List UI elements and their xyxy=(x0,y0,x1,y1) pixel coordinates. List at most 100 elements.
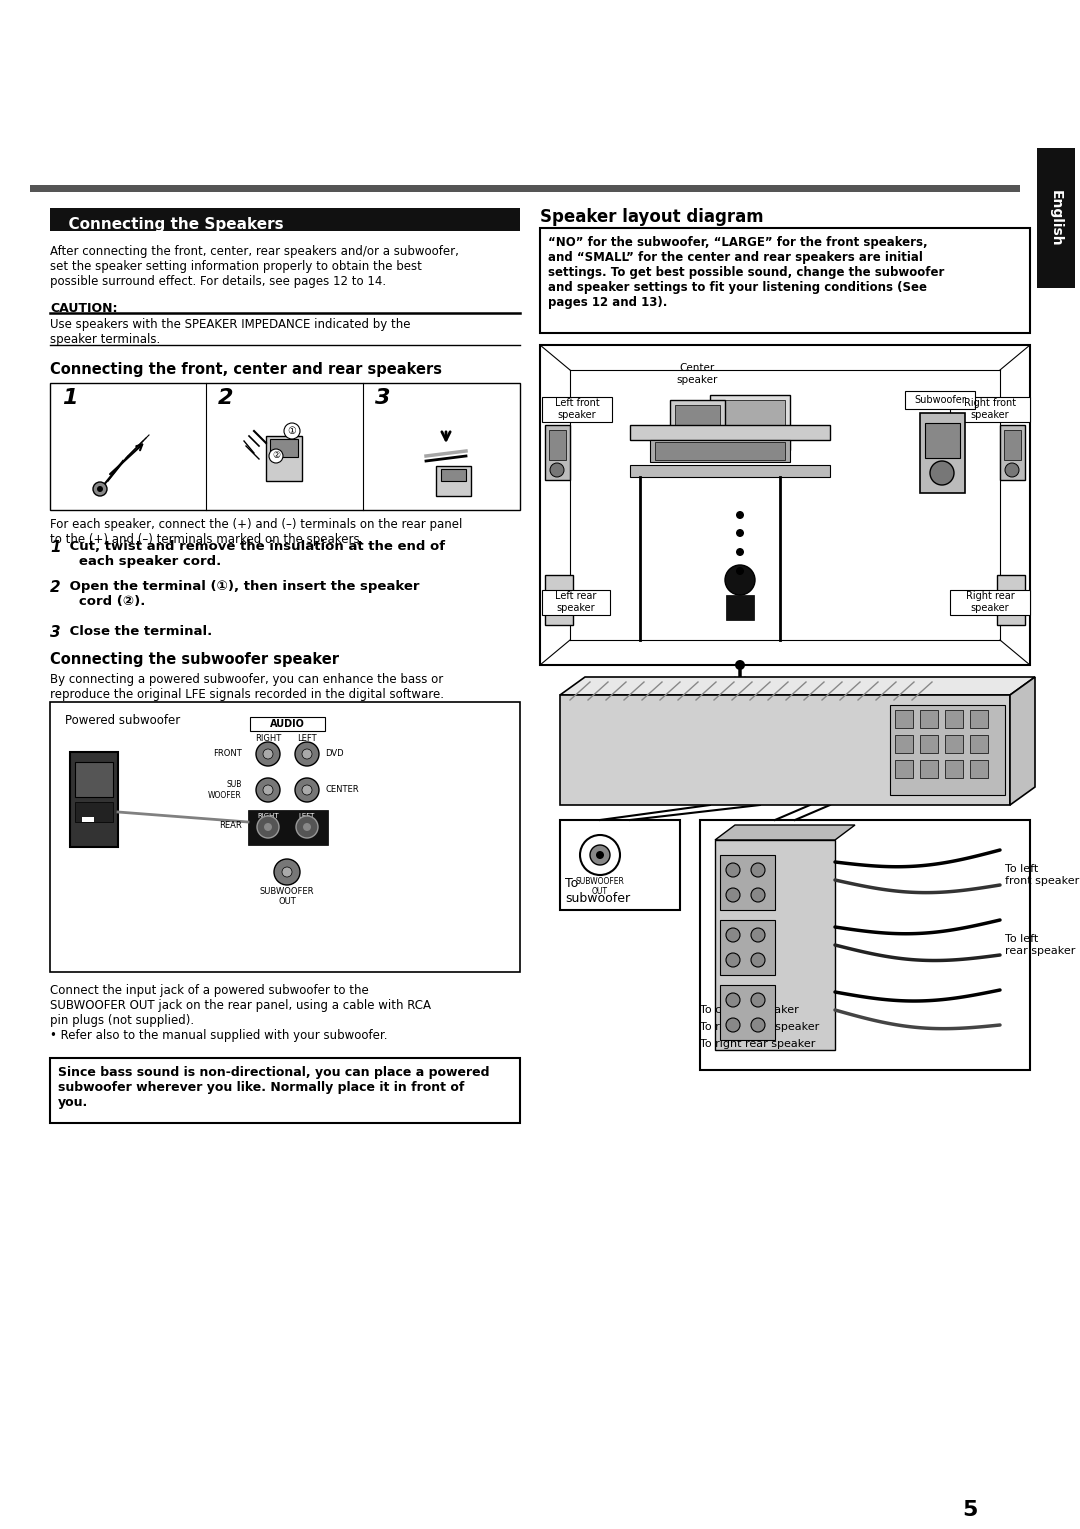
Text: Left rear
speaker: Left rear speaker xyxy=(555,592,596,613)
Text: Connect the input jack of a powered subwoofer to the
SUBWOOFER OUT jack on the r: Connect the input jack of a powered subw… xyxy=(50,985,431,1041)
Circle shape xyxy=(580,835,620,875)
Text: Right front
speaker: Right front speaker xyxy=(964,398,1016,420)
Bar xyxy=(895,709,913,728)
Text: Left front
speaker: Left front speaker xyxy=(555,398,599,420)
Circle shape xyxy=(751,1018,765,1032)
Bar xyxy=(945,760,963,778)
Bar xyxy=(924,424,960,459)
Circle shape xyxy=(726,953,740,966)
Bar xyxy=(920,735,939,752)
Circle shape xyxy=(264,784,273,795)
Circle shape xyxy=(726,1018,740,1032)
Text: RIGHT: RIGHT xyxy=(257,846,279,852)
Circle shape xyxy=(93,482,107,495)
Circle shape xyxy=(590,846,610,865)
Bar xyxy=(720,855,775,910)
Bar xyxy=(650,440,789,462)
Circle shape xyxy=(282,867,292,878)
Bar xyxy=(630,465,831,477)
Text: Connecting the Speakers: Connecting the Speakers xyxy=(58,217,284,232)
Circle shape xyxy=(726,928,740,942)
Circle shape xyxy=(751,992,765,1008)
Text: 5: 5 xyxy=(962,1500,977,1520)
Text: RIGHT: RIGHT xyxy=(255,734,281,743)
Circle shape xyxy=(726,992,740,1008)
Circle shape xyxy=(751,862,765,878)
Text: To right rear speaker: To right rear speaker xyxy=(700,1040,815,1049)
Circle shape xyxy=(735,529,744,537)
Bar xyxy=(549,430,566,460)
Text: For each speaker, connect the (+) and (–) terminals on the rear panel
to the (+): For each speaker, connect the (+) and (–… xyxy=(50,518,462,546)
Polygon shape xyxy=(715,826,855,839)
Bar xyxy=(945,735,963,752)
Circle shape xyxy=(726,888,740,902)
Text: FRONT: FRONT xyxy=(213,749,242,758)
Bar xyxy=(970,709,988,728)
Text: “NO” for the subwoofer, “LARGE” for the front speakers,
and “SMALL” for the cent: “NO” for the subwoofer, “LARGE” for the … xyxy=(548,235,944,309)
Bar xyxy=(50,702,519,972)
Circle shape xyxy=(751,953,765,966)
Circle shape xyxy=(295,742,319,766)
Text: Speaker layout diagram: Speaker layout diagram xyxy=(540,208,764,226)
Bar xyxy=(630,425,831,440)
Bar xyxy=(720,985,775,1040)
Text: 3: 3 xyxy=(50,625,60,641)
Text: 2: 2 xyxy=(218,388,233,408)
Bar xyxy=(920,413,966,492)
Bar xyxy=(542,398,612,422)
Circle shape xyxy=(751,888,765,902)
Bar xyxy=(441,469,465,482)
Bar xyxy=(895,735,913,752)
Bar xyxy=(905,391,975,408)
Text: 2: 2 xyxy=(50,579,60,595)
Bar xyxy=(654,442,785,460)
Text: To left
rear speaker: To left rear speaker xyxy=(1005,934,1076,956)
Text: LEFT: LEFT xyxy=(299,846,315,852)
Bar xyxy=(920,760,939,778)
Text: 3: 3 xyxy=(375,388,391,408)
Text: To left
front speaker: To left front speaker xyxy=(1005,864,1079,885)
Text: Connecting the subwoofer speaker: Connecting the subwoofer speaker xyxy=(50,651,339,667)
Bar xyxy=(50,1058,519,1122)
Circle shape xyxy=(264,823,272,830)
Bar xyxy=(249,717,325,731)
Bar xyxy=(1004,430,1021,460)
Circle shape xyxy=(735,511,744,518)
Bar xyxy=(50,382,519,511)
Text: To
subwoofer: To subwoofer xyxy=(565,878,630,905)
Text: REAR: REAR xyxy=(219,821,242,830)
Text: Open the terminal (①), then insert the speaker
   cord (②).: Open the terminal (①), then insert the s… xyxy=(65,579,419,609)
Text: 1: 1 xyxy=(50,540,60,555)
Bar xyxy=(82,816,94,823)
Bar xyxy=(675,405,720,425)
Bar xyxy=(715,401,785,440)
Text: ②: ② xyxy=(272,451,280,460)
Text: RIGHT: RIGHT xyxy=(257,813,279,820)
Circle shape xyxy=(726,862,740,878)
Bar xyxy=(710,394,789,450)
Circle shape xyxy=(596,852,604,859)
Bar xyxy=(436,466,471,495)
Text: Cut, twist and remove the insulation at the end of
   each speaker cord.: Cut, twist and remove the insulation at … xyxy=(65,540,445,567)
Circle shape xyxy=(1005,463,1020,477)
Bar xyxy=(945,709,963,728)
Circle shape xyxy=(735,547,744,557)
Bar xyxy=(248,810,328,846)
Bar xyxy=(1037,148,1075,287)
Polygon shape xyxy=(561,677,1035,696)
Text: To right front speaker: To right front speaker xyxy=(700,1021,820,1032)
Polygon shape xyxy=(561,696,1010,804)
Text: ①: ① xyxy=(287,427,296,436)
Bar xyxy=(970,735,988,752)
Circle shape xyxy=(302,784,312,795)
Circle shape xyxy=(303,823,311,830)
Bar xyxy=(700,820,1030,1070)
Bar xyxy=(50,208,519,231)
Bar xyxy=(561,820,680,910)
Text: Subwoofer: Subwoofer xyxy=(914,394,966,405)
Text: CAUTION:: CAUTION: xyxy=(50,303,118,315)
Bar xyxy=(545,425,570,480)
Text: SUB
WOOFER: SUB WOOFER xyxy=(208,780,242,800)
Bar xyxy=(270,439,298,457)
Circle shape xyxy=(269,450,283,463)
